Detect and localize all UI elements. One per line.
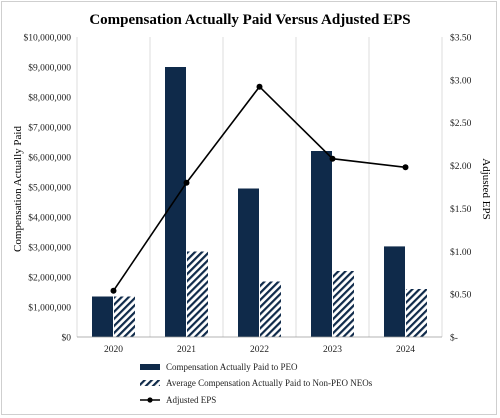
bar-neo: [260, 281, 281, 337]
y2-tick-label: $2.00: [450, 161, 472, 172]
eps-point: [329, 155, 336, 162]
x-axis-ticks: 2020 2021 2022 2023 2024: [104, 345, 415, 355]
y-tick-label: $4,000,000: [28, 213, 71, 224]
y-tick-label: $5,000,000: [28, 183, 71, 194]
bar-neo: [187, 251, 208, 337]
y-tick-label: $1,000,000: [28, 303, 71, 314]
x-tick-label: 2023: [323, 345, 342, 355]
y-tick-label: $10,000,000: [24, 33, 72, 44]
bar-peo: [92, 296, 113, 337]
bar-peo: [165, 67, 186, 337]
legend-label-eps: Adjusted EPS: [166, 395, 216, 405]
y2-tick-label: $2.50: [450, 118, 472, 129]
y2-axis-label: Adjusted EPS: [480, 158, 492, 219]
y2-tick-label: $-: [450, 333, 458, 344]
y-axis-label: Compensation Actually Paid: [12, 126, 24, 252]
legend: Compensation Actually Paid to PEO Averag…: [140, 362, 373, 405]
bar-peo: [238, 188, 259, 337]
y-tick-label: $8,000,000: [28, 93, 71, 104]
bar-neo: [114, 296, 135, 337]
y2-tick-label: $3.50: [450, 33, 472, 44]
y2-tick-label: $3.00: [450, 75, 472, 86]
x-tick-label: 2020: [104, 345, 123, 355]
eps-point: [402, 164, 409, 171]
y2-tick-label: $1.00: [450, 247, 472, 258]
x-tick-label: 2022: [250, 345, 269, 355]
bar-neo: [333, 271, 354, 337]
legend-swatch-eps-marker: [147, 397, 153, 403]
y-axis-ticks: $0 $1,000,000 $2,000,000 $3,000,000 $4,000,0…: [24, 33, 72, 344]
legend-swatch-peo: [140, 364, 160, 370]
eps-line-series: [110, 83, 409, 294]
eps-line: [112, 85, 406, 292]
y-tick-label: $3,000,000: [28, 243, 71, 254]
x-tick-label: 2024: [396, 345, 415, 355]
y-tick-label: $6,000,000: [28, 153, 71, 164]
y2-tick-label: $0.50: [450, 290, 472, 301]
legend-swatch-neo: [140, 380, 160, 386]
y-tick-label: $0: [62, 333, 72, 344]
chart-title: Compensation Actually Paid Versus Adjust…: [89, 12, 410, 28]
category-gridlines: [76, 37, 443, 337]
y2-tick-label: $1.50: [450, 204, 472, 215]
bar-neo: [406, 289, 427, 337]
y2-axis-ticks: $- $0.50 $1.00 $1.50 $2.00 $2.50 $3.00 $3.50: [450, 33, 472, 344]
bar-series: [92, 67, 427, 337]
bar-peo: [311, 151, 332, 337]
x-tick-label: 2021: [177, 345, 196, 355]
y-tick-label: $2,000,000: [28, 273, 71, 284]
eps-point: [183, 179, 190, 186]
legend-label-neo: Average Compensation Actually Paid to No…: [166, 378, 373, 388]
bar-peo: [384, 246, 405, 337]
legend-label-peo: Compensation Actually Paid to PEO: [166, 362, 298, 372]
eps-point: [256, 83, 263, 90]
y-tick-label: $7,000,000: [28, 123, 71, 134]
eps-point: [110, 287, 117, 294]
y-tick-label: $9,000,000: [28, 63, 71, 74]
